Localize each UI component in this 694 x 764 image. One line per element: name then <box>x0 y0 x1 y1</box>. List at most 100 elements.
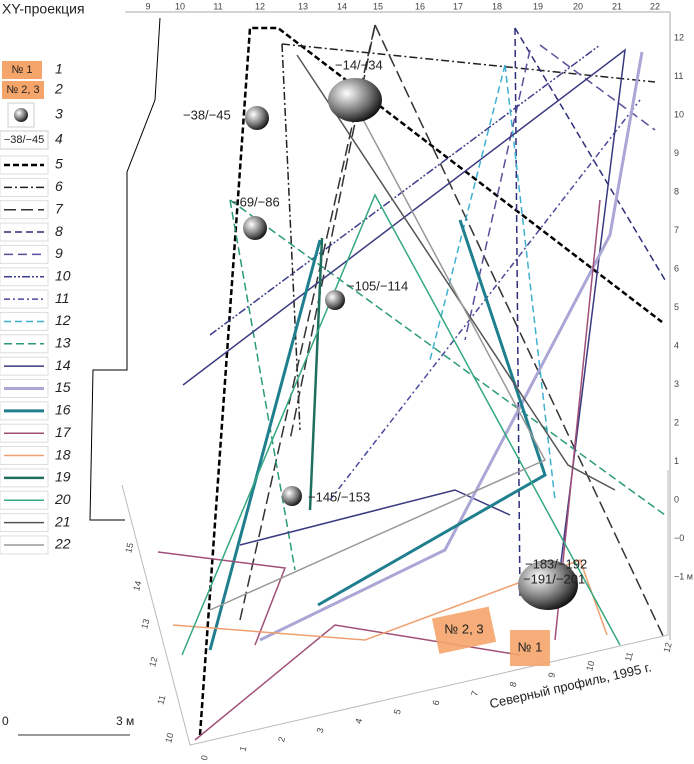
legend-frame <box>0 155 49 175</box>
legend-frame <box>0 490 49 510</box>
right-tick-label: −1 м <box>674 571 693 581</box>
trajectory <box>504 64 556 501</box>
trajectory <box>209 94 547 611</box>
sphere <box>243 216 267 240</box>
legend-number: 1 <box>55 61 63 77</box>
bottom-tick-label: 8 <box>508 681 519 688</box>
trajectory <box>514 27 666 281</box>
legend-number: 15 <box>55 379 71 395</box>
trajectory <box>539 44 656 131</box>
legend-frame <box>0 401 49 421</box>
left-tick-label: 14 <box>131 580 143 592</box>
legend-number: 9 <box>55 245 63 261</box>
trajectory <box>374 24 666 641</box>
top-tick-label: 18 <box>492 1 502 11</box>
trajectory <box>464 49 531 341</box>
bottom-tick-label: 9 <box>546 671 557 678</box>
legend-number: 14 <box>55 357 71 373</box>
sphere-label: −69/−86 <box>232 194 280 209</box>
bottom-tick-label: 0 <box>199 754 210 761</box>
legend-symbol: № 1 <box>12 64 33 76</box>
bottom-tick-label: 12 <box>661 641 673 653</box>
top-tick-label: 16 <box>415 1 425 11</box>
legend-number: 8 <box>55 223 63 239</box>
top-tick-label: 15 <box>373 1 383 11</box>
trajectory <box>296 54 616 491</box>
bottom-tick-label: 1 <box>238 745 249 752</box>
bottom-tick-label: 6 <box>431 699 442 706</box>
scale-label: 0 <box>2 714 9 728</box>
well-box <box>510 630 550 666</box>
right-tick-label: 6 <box>674 263 679 273</box>
bottom-tick-label: 3 <box>315 727 326 734</box>
title: XY-проекция <box>2 1 85 17</box>
legend-frame <box>0 423 49 443</box>
legend-frame <box>0 446 49 466</box>
top-tick-label: 20 <box>573 1 583 11</box>
well-label: № 1 <box>518 639 543 654</box>
legend-frame <box>0 311 49 331</box>
legend-frame <box>0 222 49 242</box>
right-tick-label: 1 <box>674 456 679 466</box>
trajectory <box>317 219 547 607</box>
scale-label: 3 м <box>116 714 134 728</box>
legend-frame <box>0 267 49 287</box>
trajectory <box>329 99 641 501</box>
trajectory <box>259 51 644 642</box>
trajectory <box>182 48 626 571</box>
trajectory <box>514 27 521 601</box>
sphere-label: −145/−153 <box>308 489 370 504</box>
bottom-tick-label: 5 <box>392 708 403 715</box>
legend-box <box>2 61 42 79</box>
legend-symbol: −38/−45 <box>4 134 44 146</box>
legend-number: 3 <box>55 106 63 122</box>
legend-box <box>2 81 44 99</box>
legend-frame <box>0 289 49 309</box>
sphere <box>518 560 578 610</box>
trajectory <box>281 43 656 83</box>
legend-number: 18 <box>55 446 71 462</box>
right-tick-label: 11 <box>674 71 683 81</box>
well-box <box>431 606 497 654</box>
legend-frame <box>0 334 49 354</box>
left-tick-label: 11 <box>155 694 167 706</box>
top-tick-label: 10 <box>175 1 185 11</box>
top-tick-label: 13 <box>298 1 308 11</box>
legend-frame <box>0 468 49 488</box>
bottom-tick-label: 2 <box>276 736 287 743</box>
trajectory <box>198 26 663 736</box>
legend-number: 17 <box>55 424 72 440</box>
trajectory <box>181 193 621 656</box>
top-tick-label: 9 <box>145 1 150 11</box>
sphere-label: −191/−201 <box>523 571 585 586</box>
right-tick-label: 3 <box>674 379 679 389</box>
legend-number: 11 <box>55 290 70 306</box>
legend-number: 5 <box>55 156 63 172</box>
sphere <box>282 486 302 506</box>
right-tick-label: 10 <box>674 109 684 119</box>
bottom-tick-label: 11 <box>623 651 635 663</box>
legend-frame <box>0 513 49 533</box>
legend-frame <box>0 356 49 376</box>
legend-number: 2 <box>54 81 63 97</box>
right-tick-label: 5 <box>674 302 679 312</box>
bottom-tick-label: 4 <box>353 717 364 724</box>
right-tick-label: 2 <box>674 417 679 427</box>
bottom-tick-label: 7 <box>469 690 480 697</box>
outline <box>89 17 161 521</box>
trajectory <box>229 199 666 516</box>
trajectory <box>308 237 324 511</box>
top-tick-label: 19 <box>533 1 543 11</box>
sphere-label: −183/−192 <box>525 556 587 571</box>
grid-frame <box>121 470 669 746</box>
legend-number: 13 <box>55 335 71 351</box>
legend-number: 20 <box>54 491 71 507</box>
legend-number: 21 <box>54 513 71 529</box>
right-tick-label: −0 <box>674 533 684 543</box>
legend-frame <box>0 244 49 264</box>
sphere-label: −38/−45 <box>183 107 231 122</box>
sphere <box>245 106 269 130</box>
right-tick-label: 0 <box>674 494 679 504</box>
legend-number: 16 <box>55 402 71 418</box>
trajectory <box>208 239 322 651</box>
